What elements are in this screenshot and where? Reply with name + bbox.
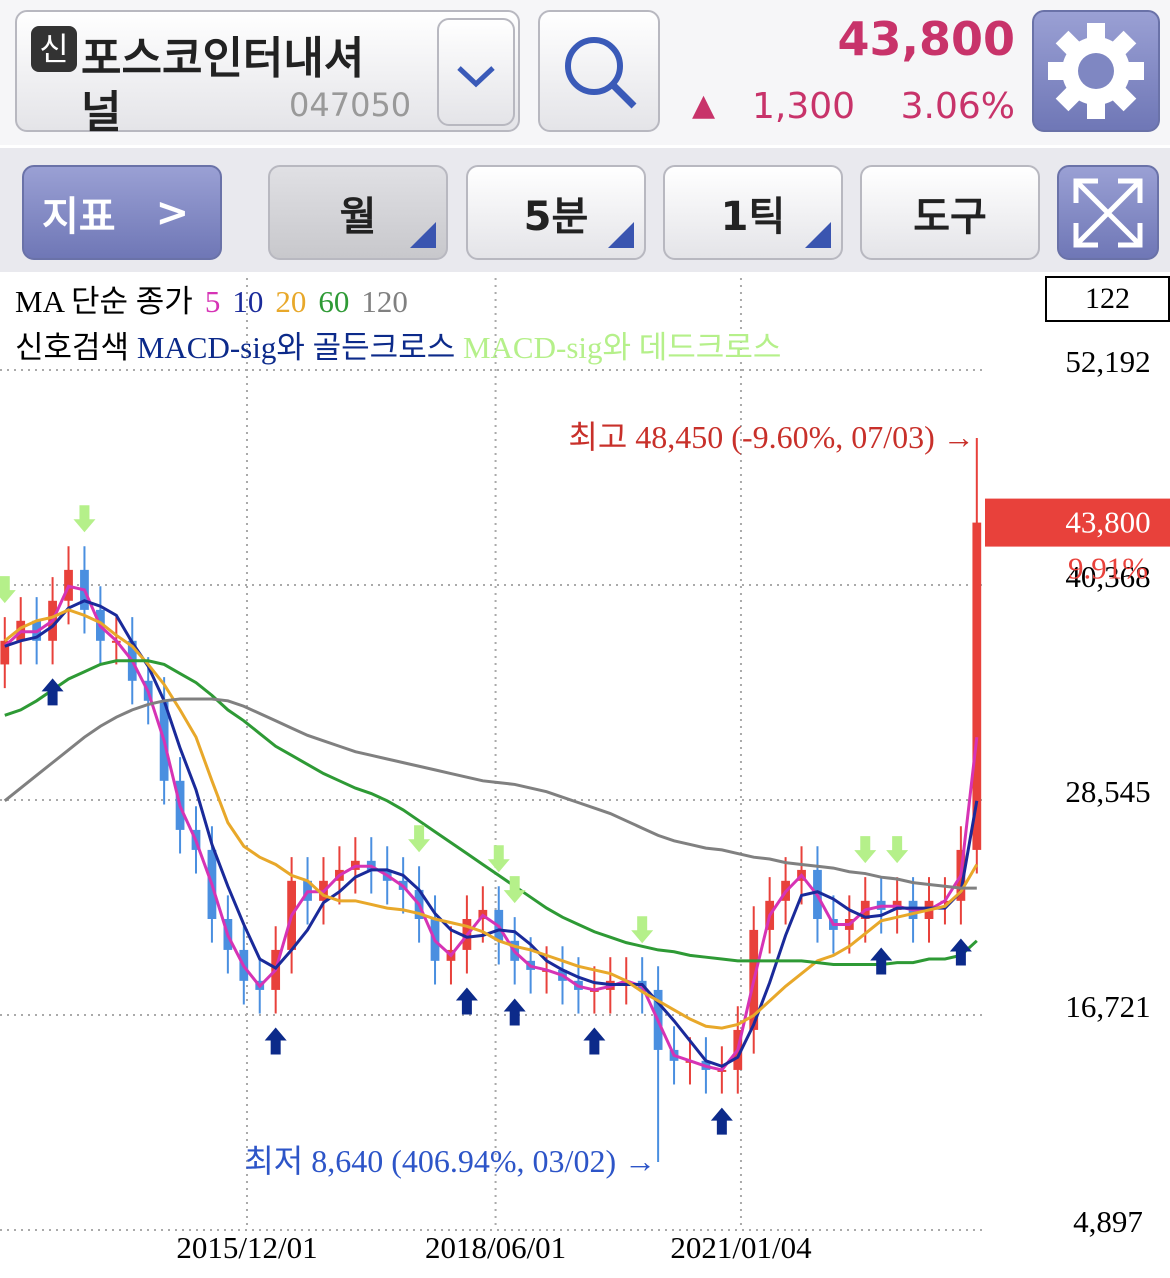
ma-legend: MA 단순 종가 5 10 20 60 120 bbox=[15, 276, 408, 321]
price: 43,800 bbox=[837, 12, 1015, 66]
y-tick-label: 16,721 bbox=[1065, 989, 1150, 1024]
dead-cross-arrow bbox=[631, 916, 654, 944]
dead-cross-arrow bbox=[487, 845, 510, 873]
minute-label: 5분 bbox=[523, 193, 589, 240]
period-button[interactable]: 월 bbox=[268, 165, 448, 260]
dead-cross-arrow bbox=[503, 876, 526, 904]
golden-cross-arrow bbox=[870, 947, 893, 975]
period-label: 월 bbox=[339, 193, 377, 240]
dead-cross-arrow bbox=[854, 836, 877, 864]
gear-icon bbox=[1048, 23, 1144, 119]
ma-line bbox=[4, 599, 979, 1068]
count-box: 122 bbox=[1045, 276, 1170, 322]
golden-cross-arrow bbox=[583, 1027, 606, 1055]
stock-name: 널 bbox=[81, 87, 122, 138]
price-tag-label: 43,800 bbox=[1065, 505, 1150, 540]
minute-button[interactable]: 5분 bbox=[466, 165, 646, 260]
golden-cross-arrow bbox=[264, 1027, 287, 1055]
expand-icon bbox=[1073, 178, 1143, 247]
ma-period: 20 bbox=[275, 284, 307, 319]
golden-cross-arrow bbox=[949, 938, 972, 966]
golden-cross-arrow bbox=[503, 998, 526, 1026]
ma-period: 5 bbox=[204, 284, 221, 319]
candle-body bbox=[972, 522, 982, 850]
ma-line bbox=[3, 697, 977, 890]
dead-cross-arrow bbox=[73, 505, 96, 533]
candle-body bbox=[0, 640, 10, 665]
change-pct: 3.06% bbox=[900, 86, 1015, 127]
dead-cross-arrow bbox=[408, 825, 431, 853]
price-tag bbox=[985, 498, 1170, 547]
indicator-label: 지표 bbox=[42, 193, 116, 240]
indicator-button[interactable]: 지표 > bbox=[22, 165, 222, 260]
y-tick-label: 52,192 bbox=[1065, 344, 1150, 379]
golden-cross-arrow bbox=[455, 987, 478, 1015]
change: 1,300 bbox=[752, 86, 856, 127]
ma-line bbox=[4, 659, 978, 966]
tick-button[interactable]: 1틱 bbox=[663, 165, 843, 260]
annotation: 최저 8,640 (406.94%, 03/02) → bbox=[244, 1143, 656, 1179]
expand-button[interactable] bbox=[1057, 165, 1159, 260]
search-button[interactable] bbox=[538, 10, 660, 132]
ma-period: 60 bbox=[318, 284, 350, 319]
badge: 신 bbox=[31, 26, 77, 72]
stock-code: 047050 bbox=[289, 86, 412, 124]
change-label: 9.91% bbox=[1068, 551, 1148, 586]
y-tick-label: 28,545 bbox=[1065, 774, 1150, 809]
tools-label: 도구 bbox=[913, 193, 987, 240]
dead-cross-arrow bbox=[0, 576, 16, 604]
golden-cross-arrow bbox=[710, 1107, 733, 1135]
golden-label: MACD-sig와 골든크로스 bbox=[136, 330, 456, 365]
ma-label: MA 단순 종가 bbox=[15, 284, 193, 319]
y-tick-label: 40,368 bbox=[1065, 559, 1150, 594]
chevron bbox=[457, 66, 495, 88]
tools-button[interactable]: 도구 bbox=[860, 165, 1040, 260]
dropdown[interactable] bbox=[437, 18, 515, 126]
dead-label: MACD-sig와 데드크로스 bbox=[462, 330, 782, 365]
stock-box[interactable]: 신 포스코인터내셔 널 047050 bbox=[15, 10, 520, 138]
golden-cross-arrow bbox=[41, 678, 64, 706]
signal-label: 신호검색 bbox=[15, 330, 130, 365]
x-tick-label: 2021/01/04 bbox=[670, 1230, 812, 1265]
signal-legend: 신호검색 MACD-sig와 골든크로스 MACD-sig와 데드크로스 bbox=[15, 322, 781, 367]
y-tick-label: 4,897 bbox=[1073, 1204, 1143, 1239]
search-icon bbox=[565, 37, 637, 109]
chevron: > bbox=[155, 189, 190, 236]
ma-period: 120 bbox=[361, 284, 408, 319]
settings-button[interactable] bbox=[1032, 10, 1160, 132]
x-tick-label: 2015/12/01 bbox=[176, 1230, 317, 1265]
dead-cross-arrow bbox=[886, 836, 909, 864]
ma-period: 10 bbox=[232, 284, 264, 319]
x-tick-label: 2018/06/01 bbox=[425, 1230, 566, 1265]
annotation: 최고 48,450 (-9.60%, 07/03) → bbox=[568, 419, 974, 455]
stock-name: 포스코인터내셔 bbox=[81, 33, 365, 84]
tick-label: 1틱 bbox=[720, 193, 786, 240]
change-arrow: ▲ bbox=[692, 88, 716, 123]
ma-line bbox=[3, 584, 979, 1072]
